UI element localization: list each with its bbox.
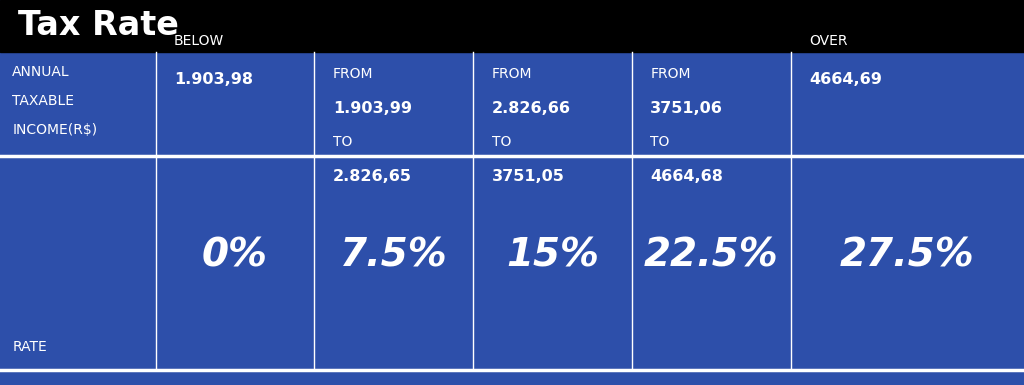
Bar (0, 0, 1024, 52)
Text: 4664,68: 4664,68 (650, 169, 723, 184)
Text: 1.903,99: 1.903,99 (333, 101, 412, 116)
Text: 15%: 15% (506, 236, 599, 274)
Text: 1.903,98: 1.903,98 (174, 72, 253, 87)
Text: FROM: FROM (492, 67, 532, 81)
Text: 22.5%: 22.5% (644, 236, 778, 274)
Text: TO: TO (492, 135, 511, 149)
Text: Tax Rate: Tax Rate (18, 10, 179, 42)
Text: BELOW: BELOW (174, 34, 224, 48)
Text: TO: TO (333, 135, 352, 149)
Text: RATE: RATE (12, 340, 47, 354)
Text: 0%: 0% (202, 236, 268, 274)
Text: 4664,69: 4664,69 (809, 72, 882, 87)
Text: 3751,06: 3751,06 (650, 101, 723, 116)
Text: 7.5%: 7.5% (340, 236, 447, 274)
Text: 27.5%: 27.5% (840, 236, 975, 274)
Text: 3751,05: 3751,05 (492, 169, 564, 184)
Text: TAXABLE: TAXABLE (12, 94, 75, 108)
Text: FROM: FROM (333, 67, 374, 81)
Text: ANNUAL: ANNUAL (12, 65, 70, 79)
Text: TO: TO (650, 135, 670, 149)
Text: OVER: OVER (809, 34, 848, 48)
Text: INCOME(R$): INCOME(R$) (12, 123, 97, 137)
Text: FROM: FROM (650, 67, 691, 81)
Text: 2.826,65: 2.826,65 (333, 169, 412, 184)
Text: 2.826,66: 2.826,66 (492, 101, 570, 116)
